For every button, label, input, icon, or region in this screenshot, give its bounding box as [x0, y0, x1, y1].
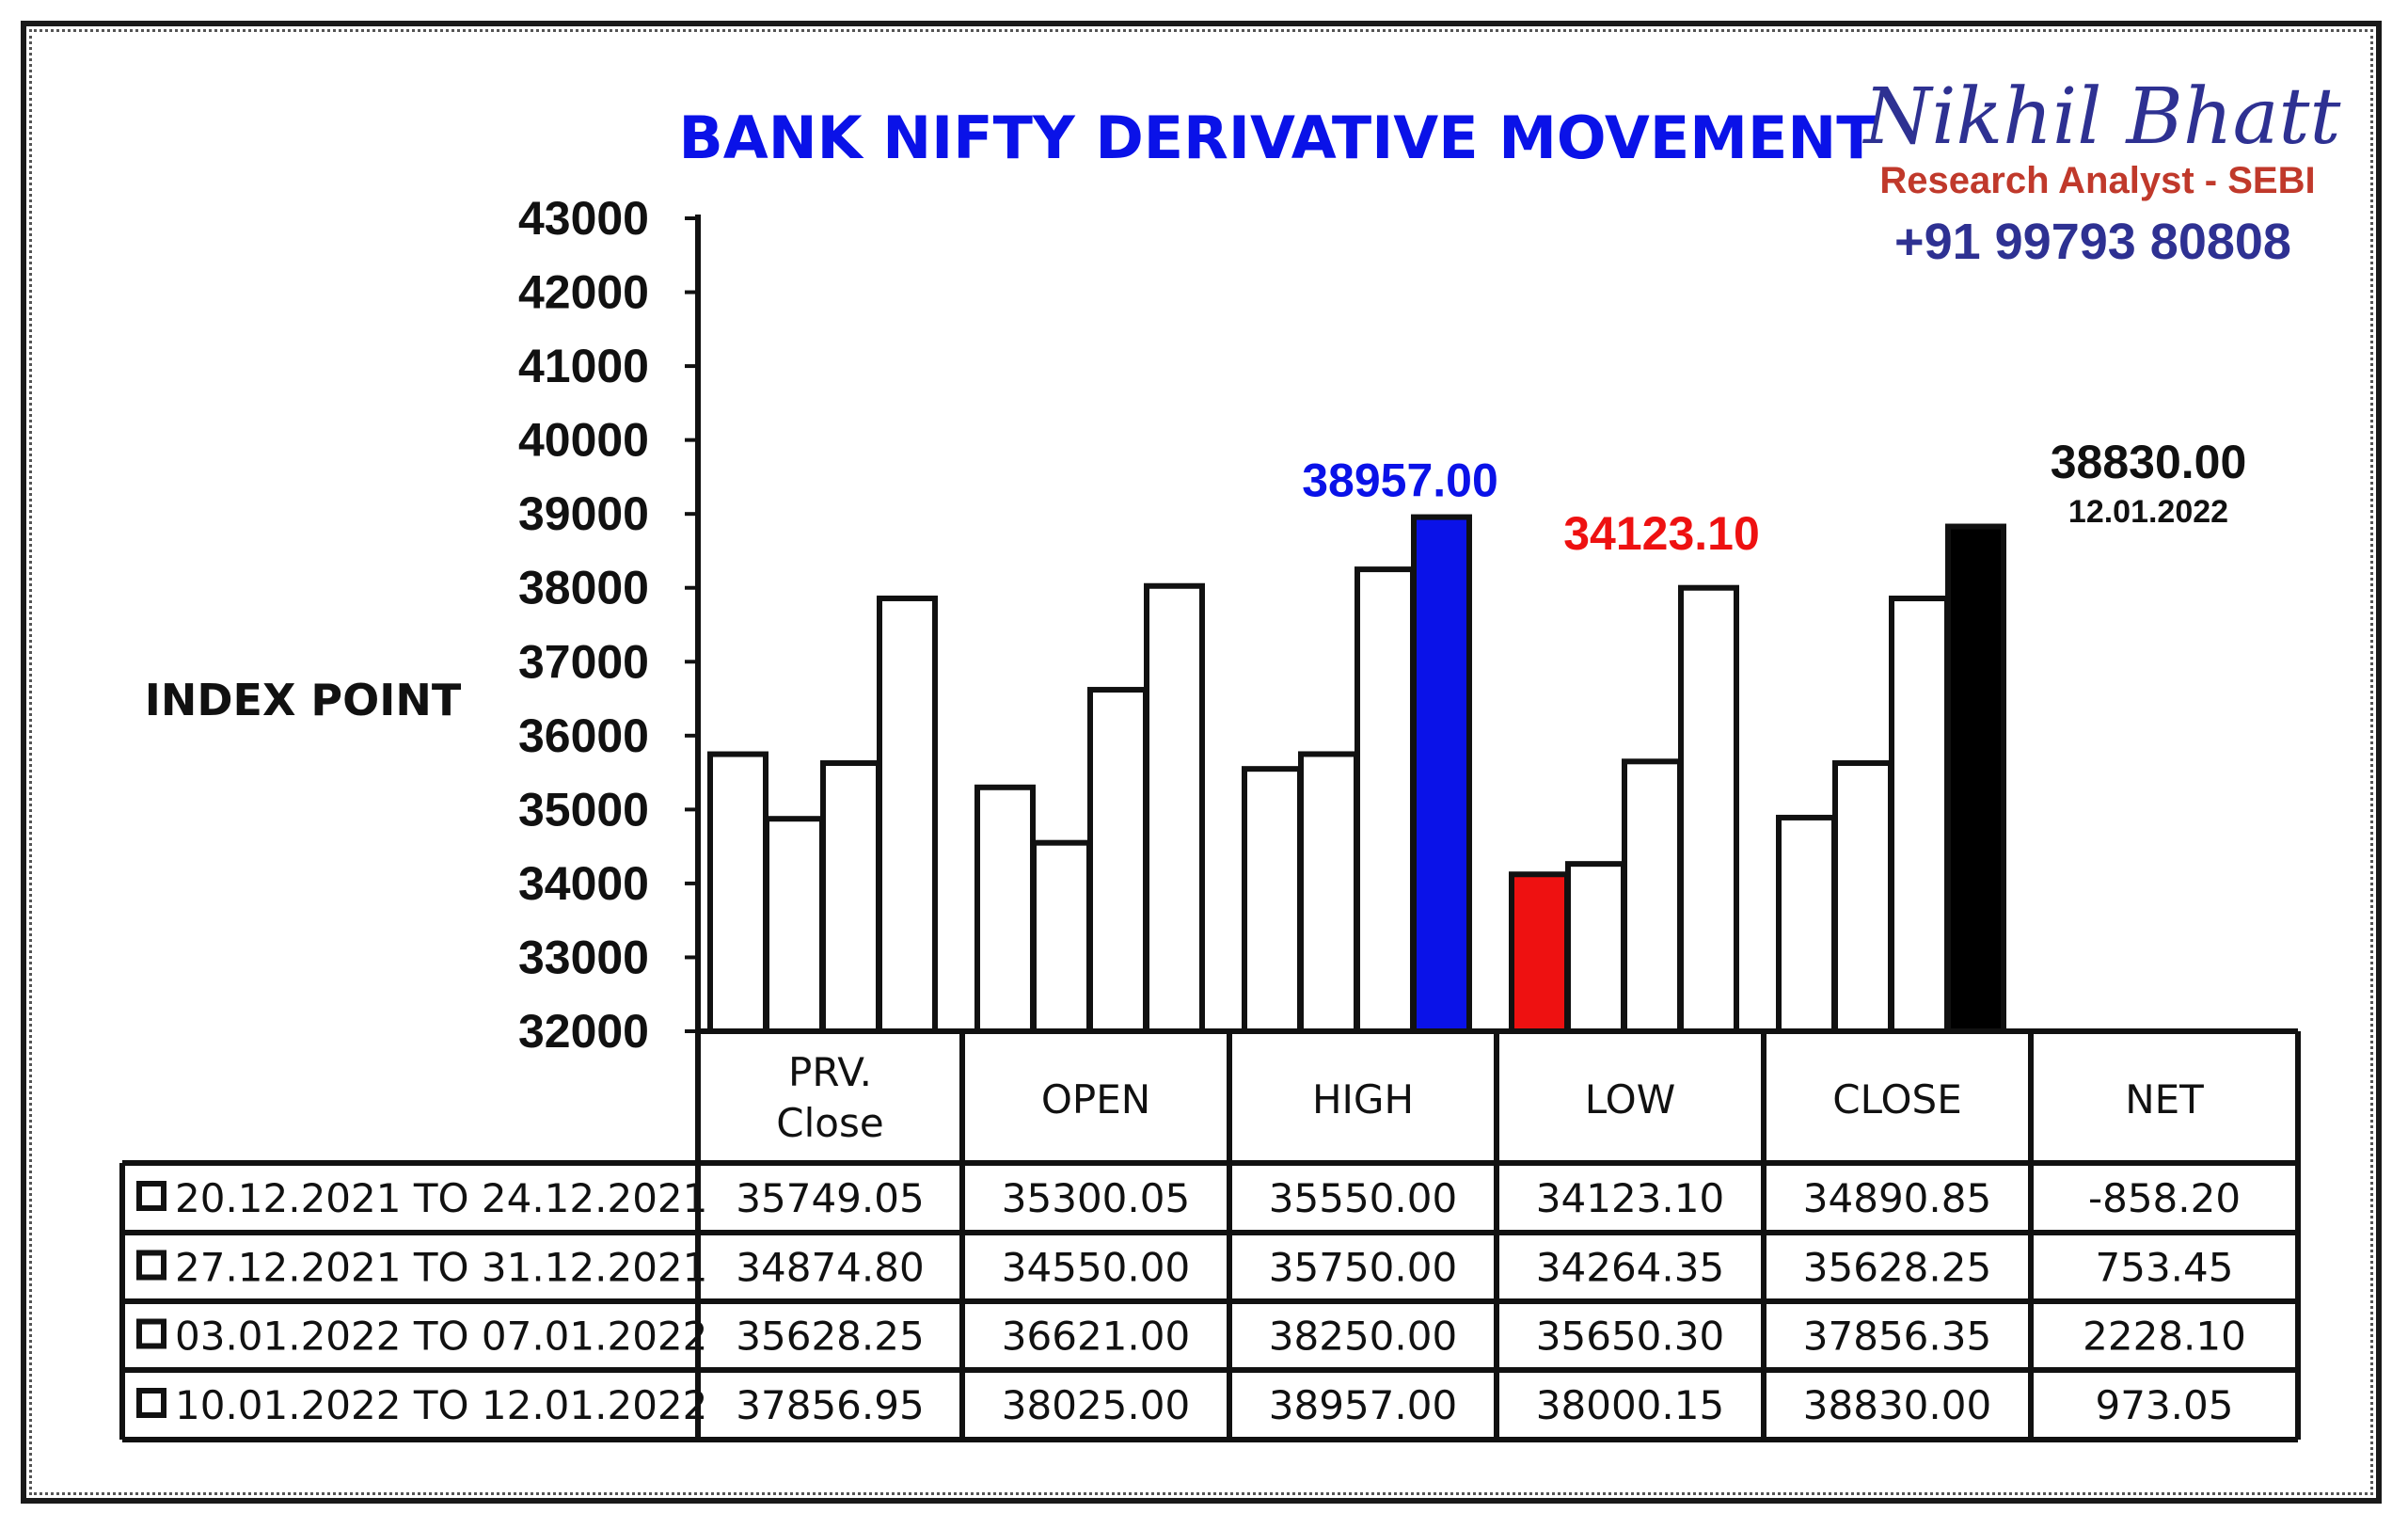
bar: [820, 760, 881, 1034]
legend-swatch: [136, 1318, 166, 1349]
y-tick-label: 33000: [518, 931, 649, 983]
table-cell: 34550.00: [1002, 1245, 1190, 1291]
bar: [877, 595, 938, 1034]
bar: [707, 751, 768, 1034]
bar: [1678, 584, 1739, 1035]
table-cell: 35550.00: [1269, 1175, 1457, 1221]
brand-block: Nikhil Bhatt Research Analyst - SEBI +91…: [1862, 72, 2342, 270]
y-axis-ticks: 43000 42000 41000 40000 39000 38000 37000 36000…: [518, 192, 698, 1058]
legend-swatch: [136, 1250, 166, 1281]
y-tick-label: 42000: [518, 266, 649, 319]
table-header: HIGH: [1312, 1076, 1414, 1123]
outer-border: [21, 21, 2382, 1504]
table-cell: 38025.00: [1002, 1382, 1190, 1428]
y-tick-label: 39000: [518, 487, 649, 540]
table-header: PRV. Close: [776, 1049, 883, 1146]
table-cell: 753.45: [2096, 1245, 2234, 1291]
bar: [1354, 566, 1416, 1034]
bar: [1087, 687, 1149, 1034]
table-row-label: 03.01.2022 TO 07.01.2022: [175, 1314, 707, 1360]
bar: [1242, 766, 1303, 1034]
table-row-label: 27.12.2021 TO 31.12.2021: [175, 1245, 707, 1291]
bar: [1622, 758, 1683, 1034]
table-cell: 38957.00: [1269, 1382, 1457, 1428]
table-cell: 34890.85: [1803, 1175, 1991, 1221]
table-cell: 34874.80: [736, 1245, 924, 1291]
low-annotation: 34123.10: [1563, 507, 1760, 560]
bars: [707, 514, 2006, 1035]
table-cell: 35650.30: [1536, 1314, 1724, 1360]
table-header: LOW: [1585, 1076, 1676, 1123]
table-cell: 2228.10: [2083, 1314, 2246, 1360]
y-tick-label: 40000: [518, 414, 649, 467]
y-tick-label: 38000: [518, 562, 649, 614]
table-header: CLOSE: [1832, 1076, 1961, 1123]
bar: [764, 816, 825, 1034]
y-tick-label: 41000: [518, 340, 649, 392]
bar: [974, 784, 1036, 1034]
bar: [1298, 751, 1359, 1034]
chart-title: BANK NIFTY DERIVATIVE MOVEMENT: [679, 104, 1877, 172]
bar: [1832, 760, 1893, 1034]
table-cell: 38250.00: [1269, 1314, 1457, 1360]
close-annotation: 38830.00: [2051, 436, 2247, 488]
table-header: NET: [2125, 1076, 2204, 1123]
brand-phone: +91 99793 80808: [1894, 214, 2291, 270]
close-date-annotation: 12.01.2022: [2068, 494, 2228, 530]
bar: [1509, 871, 1570, 1035]
bar: [1031, 839, 1092, 1035]
table-cell: 36621.00: [1002, 1314, 1190, 1360]
table-cell: 35750.00: [1269, 1245, 1457, 1291]
bar: [1776, 814, 1837, 1035]
table-cell: 38830.00: [1803, 1382, 1991, 1428]
data-table: PRV. Close OPEN HIGH LOW CLOSE NET 20.12.2021 T…: [119, 1028, 2301, 1442]
legend-swatch: [136, 1388, 166, 1418]
legend-swatch: [136, 1181, 166, 1211]
bar: [1889, 596, 1950, 1034]
table-cell: 35749.05: [736, 1175, 924, 1221]
table-cell: 973.05: [2096, 1382, 2234, 1428]
bar: [1144, 582, 1205, 1034]
y-tick-label: 37000: [518, 635, 649, 688]
table-cell: 38000.15: [1536, 1382, 1724, 1428]
y-tick-label: 32000: [518, 1005, 649, 1058]
table-row-label: 10.01.2022 TO 12.01.2022: [175, 1382, 707, 1428]
high-annotation: 38957.00: [1302, 454, 1498, 507]
table-cell: 37856.95: [736, 1382, 924, 1428]
y-tick-label: 35000: [518, 783, 649, 836]
table-cell: 37856.35: [1803, 1314, 1991, 1360]
bar: [1411, 514, 1472, 1034]
annotations: 38957.00 34123.10 38830.00 12.01.2022: [1302, 436, 2246, 560]
bar: [1565, 861, 1626, 1035]
brand-subtitle: Research Analyst - SEBI: [1879, 160, 2315, 201]
table-cell: 35300.05: [1002, 1175, 1190, 1221]
table-cell: 34264.35: [1536, 1245, 1724, 1291]
y-tick-label: 43000: [518, 192, 649, 245]
y-tick-label: 36000: [518, 709, 649, 762]
y-tick-label: 34000: [518, 857, 649, 910]
brand-name: Nikhil Bhatt: [1862, 72, 2342, 162]
y-axis-label: INDEX POINT: [145, 675, 462, 725]
table-cell: 35628.25: [1803, 1245, 1991, 1291]
table-cell: -858.20: [2088, 1175, 2241, 1221]
table-header: OPEN: [1041, 1076, 1150, 1123]
table-cell: 35628.25: [736, 1314, 924, 1360]
table-cell: 34123.10: [1536, 1175, 1724, 1221]
table-row-label: 20.12.2021 TO 24.12.2021: [175, 1175, 707, 1221]
bar: [1945, 523, 2006, 1034]
